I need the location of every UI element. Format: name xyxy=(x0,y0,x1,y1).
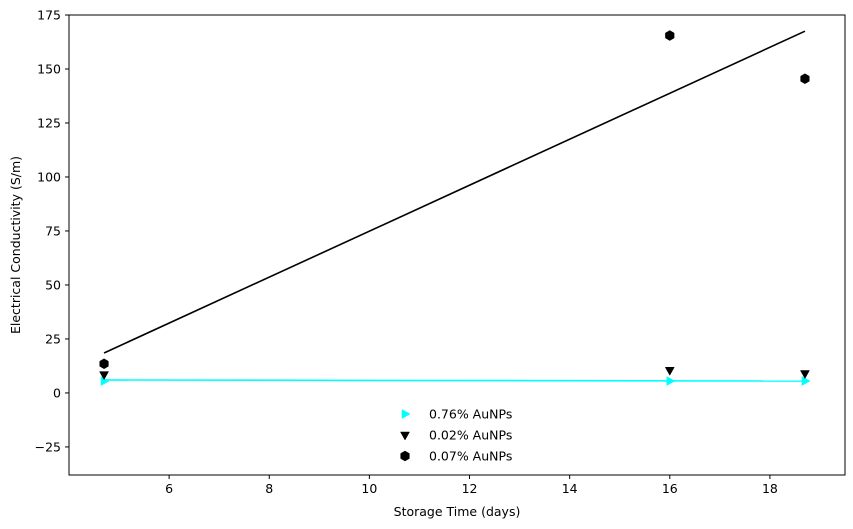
data-point xyxy=(665,30,675,41)
y-axis: −25 0 25 50 75 100 125 150 175 xyxy=(35,8,69,454)
data-point xyxy=(801,376,811,386)
x-tick-label: 6 xyxy=(165,481,173,496)
legend-label: 0.02% AuNPs xyxy=(429,428,512,443)
legend-marker xyxy=(400,431,410,441)
y-tick-label: 150 xyxy=(37,61,61,76)
legend: 0.76% AuNPs 0.02% AuNPs 0.07% AuNPs xyxy=(400,407,512,464)
x-axis: 6 8 10 12 14 16 18 xyxy=(165,475,778,496)
data-point xyxy=(800,73,810,84)
legend-marker xyxy=(400,450,410,462)
fit-line xyxy=(104,379,805,382)
data-point xyxy=(99,358,109,370)
x-tick-label: 8 xyxy=(265,481,273,496)
y-tick-label: 175 xyxy=(37,8,61,23)
y-tick-label: 125 xyxy=(37,115,61,130)
data-markers xyxy=(99,30,811,386)
y-tick-label: 75 xyxy=(45,223,61,238)
y-tick-label: −25 xyxy=(35,439,61,454)
data-point xyxy=(800,370,810,380)
legend-label: 0.07% AuNPs xyxy=(429,449,512,464)
data-point xyxy=(666,376,676,386)
x-tick-label: 12 xyxy=(462,481,478,496)
x-tick-label: 10 xyxy=(361,481,377,496)
fit-line xyxy=(103,30,806,354)
y-tick-label: 25 xyxy=(45,331,61,346)
legend-label: 0.76% AuNPs xyxy=(429,407,512,422)
x-tick-label: 18 xyxy=(762,481,778,496)
data-point xyxy=(664,367,675,376)
legend-marker xyxy=(401,409,411,419)
x-tick-label: 14 xyxy=(562,481,578,496)
plot-area xyxy=(68,14,846,476)
y-tick-label: 0 xyxy=(53,385,61,400)
data-point xyxy=(100,376,110,386)
x-tick-label: 16 xyxy=(662,481,678,496)
y-tick-label: 50 xyxy=(45,277,61,292)
x-axis-label: Storage Time (days) xyxy=(394,504,521,519)
fit-lines xyxy=(103,30,806,382)
y-axis-label: Electrical Conductivity (S/m) xyxy=(8,156,23,334)
y-tick-label: 100 xyxy=(37,169,61,184)
data-point xyxy=(99,371,109,381)
